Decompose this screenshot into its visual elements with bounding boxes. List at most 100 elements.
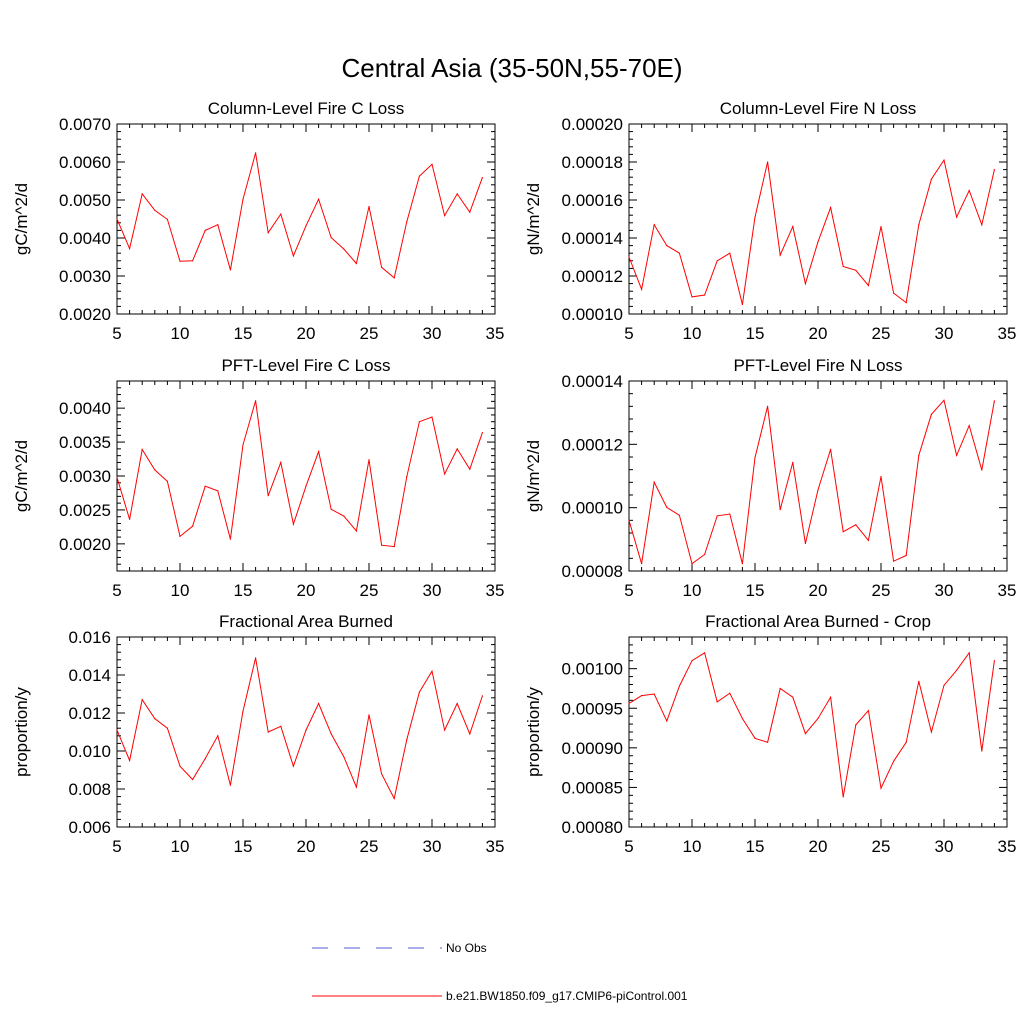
data-point (179, 260, 181, 262)
x-tick-label: 30 (935, 324, 954, 343)
data-point (116, 218, 118, 220)
data-point (381, 773, 383, 775)
data-point (141, 448, 143, 451)
x-tick-label: 15 (234, 581, 253, 600)
y-tick-label: 0.006 (68, 818, 111, 837)
data-point (880, 476, 882, 478)
data-point (255, 657, 257, 659)
y-axis-label: gC/m^2/d (12, 440, 31, 512)
data-point (666, 245, 668, 247)
x-tick-label: 30 (423, 324, 442, 343)
data-point (406, 221, 408, 223)
chart-panel-1: Column-Level Fire C Loss gC/m^2/d 5 10 15 20 2… (12, 99, 504, 343)
data-point (741, 303, 744, 306)
data-point (968, 189, 970, 192)
data-point (469, 211, 471, 213)
data-point (628, 256, 630, 258)
data-point (456, 448, 458, 450)
y-tick-label: 0.0070 (59, 115, 111, 134)
y-tick-label: 0.00020 (562, 115, 623, 134)
series-line (628, 399, 995, 565)
data-point (993, 660, 996, 662)
data-point (116, 729, 118, 731)
data-point (255, 400, 257, 402)
data-point (229, 269, 231, 271)
data-point (930, 731, 933, 733)
y-tick-label: 0.0040 (59, 399, 111, 418)
data-point (767, 741, 769, 743)
y-tick-label: 0.00008 (562, 562, 623, 581)
panel-title: PFT-Level Fire N Loss (733, 356, 902, 375)
data-point (968, 652, 970, 654)
data-point (166, 480, 168, 482)
data-point (229, 538, 231, 540)
x-tick-label: 5 (112, 324, 121, 343)
y-tick-label: 0.00010 (562, 305, 623, 324)
x-tick-label: 15 (746, 324, 765, 343)
data-point (956, 216, 958, 218)
y-tick-label: 0.00010 (562, 499, 623, 518)
data-point (418, 175, 420, 177)
x-tick-label: 5 (624, 581, 633, 600)
x-tick-label: 35 (998, 581, 1017, 600)
x-tick-label: 15 (746, 837, 765, 856)
y-tick-label: 0.00016 (562, 191, 623, 210)
data-point (154, 718, 156, 720)
x-tick-label: 25 (360, 837, 379, 856)
x-tick-label: 5 (112, 837, 121, 856)
y-tick-label: 0.0040 (59, 229, 111, 248)
data-point (779, 687, 781, 690)
data-point (918, 454, 920, 456)
data-point (678, 252, 681, 254)
data-point (779, 509, 781, 511)
data-point (318, 198, 320, 200)
x-tick-label: 20 (297, 581, 316, 600)
data-point (729, 513, 731, 515)
data-point (305, 729, 307, 731)
data-point (456, 702, 458, 705)
y-tick-label: 0.016 (68, 628, 111, 647)
figure-title: Central Asia (35-50N,55-70E) (341, 53, 682, 83)
y-tick-label: 0.0030 (59, 467, 111, 486)
data-point (292, 523, 294, 525)
data-point (804, 542, 807, 545)
x-tick-label: 15 (234, 324, 253, 343)
data-point (893, 560, 895, 562)
data-point (842, 531, 844, 533)
y-tick-label: 0.0020 (59, 535, 111, 554)
data-point (305, 485, 307, 487)
plot-frame (628, 380, 1008, 572)
y-axis-label: gN/m^2/d (524, 183, 543, 255)
x-tick-label: 20 (809, 581, 828, 600)
x-tick-label: 25 (360, 581, 379, 600)
x-tick-label: 5 (624, 324, 633, 343)
data-point (666, 506, 668, 508)
data-point (242, 198, 244, 200)
x-tick-label: 15 (234, 837, 253, 856)
data-point (855, 524, 857, 526)
data-point (792, 696, 794, 698)
data-point (842, 796, 844, 798)
x-tick-label: 35 (486, 581, 505, 600)
data-point (653, 224, 655, 226)
x-tick-label: 25 (872, 324, 891, 343)
data-point (867, 539, 870, 541)
data-point (318, 702, 320, 705)
y-tick-label: 0.00085 (562, 778, 623, 797)
data-point (481, 695, 483, 697)
data-point (444, 215, 446, 217)
y-tick-label: 0.00012 (562, 435, 623, 454)
data-point (767, 405, 769, 407)
data-point (641, 288, 643, 290)
data-point (993, 169, 996, 171)
data-point (393, 277, 395, 279)
data-point (267, 731, 269, 733)
data-point (930, 413, 933, 415)
data-point (418, 421, 420, 423)
data-point (343, 756, 345, 758)
data-point (804, 733, 807, 735)
data-point (355, 786, 357, 788)
y-tick-label: 0.0020 (59, 305, 111, 324)
data-point (116, 476, 118, 478)
y-tick-label: 0.014 (68, 666, 111, 685)
